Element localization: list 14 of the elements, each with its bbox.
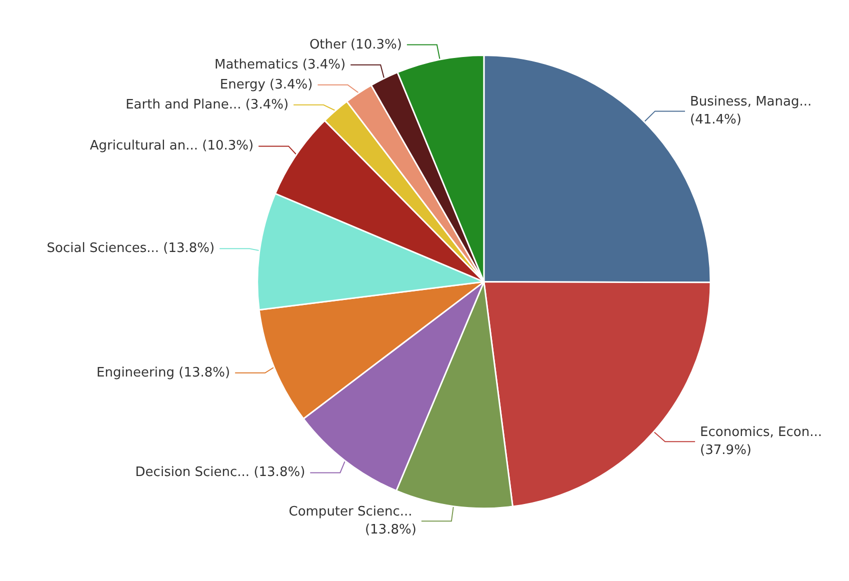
- slice-label: Earth and Plane... (3.4%): [126, 97, 289, 112]
- slice-label: Decision Scienc... (13.8%): [135, 465, 306, 480]
- data-label: (37.9%): [700, 443, 752, 458]
- data-label: (41.4%): [690, 112, 742, 128]
- slice-label: Computer Scienc...: [288, 504, 416, 520]
- slice-label: Social Sciences... (13.8%): [46, 241, 215, 256]
- slice-label: Economics, Econ...: [700, 425, 826, 440]
- slice-label: Agricultural an... (10.3%): [90, 138, 254, 154]
- slice-label: Other (10.3%): [309, 37, 402, 52]
- slice-label: Mathematics (3.4%): [214, 57, 346, 72]
- slice-label: Business, Manag...: [690, 94, 816, 110]
- slice-label: Engineering (13.8%): [96, 365, 230, 380]
- slice-label: Energy (3.4%): [220, 77, 313, 92]
- data-label: (13.8%): [364, 522, 416, 538]
